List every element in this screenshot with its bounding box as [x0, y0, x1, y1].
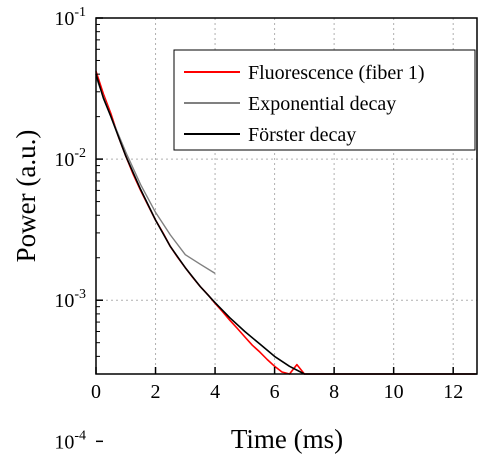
x-tick-label: 4 [210, 381, 220, 403]
x-tick-label: 0 [91, 381, 101, 403]
plot-frame [95, 17, 478, 375]
y-tick-label: 10-3 [54, 287, 86, 312]
x-tick-label: 8 [329, 381, 339, 403]
legend-label: Fluorescence (fiber 1) [248, 62, 425, 84]
x-axis-label: Time (ms) [231, 424, 343, 454]
y-tick-label: 10-2 [54, 146, 86, 171]
grid [96, 18, 477, 374]
x-tick-label: 10 [384, 381, 404, 403]
legend-label: Exponential decay [248, 93, 396, 115]
y-tick-label: 10-1 [54, 5, 86, 30]
y-axis-label: Power (a.u.) [11, 130, 41, 263]
ticks: 0 2 4 6 8 10 12 10-4 10-3 10-2 10-1 [54, 5, 463, 453]
legend-label: Förster decay [248, 124, 356, 146]
legend: Fluorescence (fiber 1) Exponential decay F… [173, 49, 476, 151]
x-tick-label: 12 [443, 381, 463, 403]
x-tick-label: 6 [270, 381, 280, 403]
y-tick-label: 10-4 [54, 428, 86, 453]
x-tick-label: 2 [151, 381, 161, 403]
